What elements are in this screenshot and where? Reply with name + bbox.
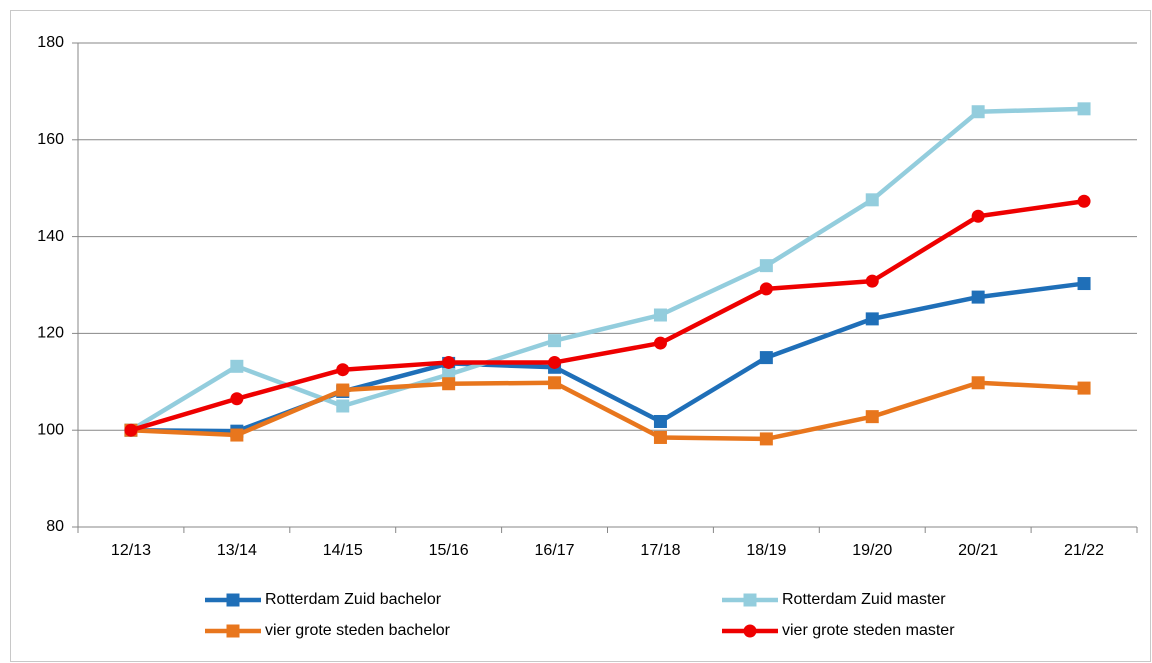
x-tick-label: 16/17 (535, 542, 575, 559)
y-tick-label: 140 (37, 228, 64, 245)
y-tick-label: 120 (37, 325, 64, 342)
y-tick-label: 160 (37, 131, 64, 148)
y-tick-label: 180 (37, 34, 64, 51)
marker (971, 105, 985, 119)
marker (230, 392, 244, 406)
legend-label: vier grote steden master (782, 622, 955, 639)
x-tick-label: 13/14 (217, 542, 257, 559)
y-tick-label: 100 (37, 421, 64, 438)
marker (1077, 194, 1091, 208)
marker (548, 334, 562, 348)
chart-frame (10, 10, 1151, 662)
legend-marker (743, 624, 757, 638)
marker (971, 290, 985, 304)
marker (971, 209, 985, 223)
line (130, 199, 1085, 433)
marker (759, 282, 773, 296)
marker (865, 410, 879, 424)
marker (336, 363, 350, 377)
marker (1077, 381, 1091, 395)
x-tick-label: 14/15 (323, 542, 363, 559)
line (130, 380, 1085, 442)
marker (971, 376, 985, 390)
marker (1077, 277, 1091, 291)
x-tick-label: 12/13 (111, 542, 151, 559)
x-tick-label: 17/18 (640, 542, 680, 559)
x-tick-label: 18/19 (746, 542, 786, 559)
marker (865, 274, 879, 288)
marker (230, 359, 244, 373)
legend-label: vier grote steden bachelor (265, 622, 451, 639)
marker (653, 430, 667, 444)
marker (653, 308, 667, 322)
marker (548, 376, 562, 390)
legend-marker (226, 593, 240, 607)
legend-marker (226, 624, 240, 638)
marker (865, 193, 879, 207)
marker (759, 351, 773, 365)
x-tick-label: 19/20 (852, 542, 892, 559)
marker (1077, 102, 1091, 116)
marker (865, 312, 879, 326)
legend-label: Rotterdam Zuid bachelor (265, 591, 442, 608)
line (129, 106, 1085, 433)
marker (336, 399, 350, 413)
marker (124, 423, 138, 437)
marker (653, 336, 667, 350)
marker (759, 259, 773, 273)
x-tick-label: 15/16 (429, 542, 469, 559)
x-tick-label: 20/21 (958, 542, 998, 559)
marker (336, 383, 350, 397)
marker (442, 377, 456, 391)
marker (653, 414, 667, 428)
legend-label: Rotterdam Zuid master (782, 591, 946, 608)
legend-marker (743, 593, 757, 607)
marker (230, 428, 244, 442)
marker (442, 355, 456, 369)
marker (548, 355, 562, 369)
x-tick-label: 21/22 (1064, 542, 1104, 559)
y-tick-label: 80 (46, 518, 64, 535)
marker (759, 432, 773, 446)
